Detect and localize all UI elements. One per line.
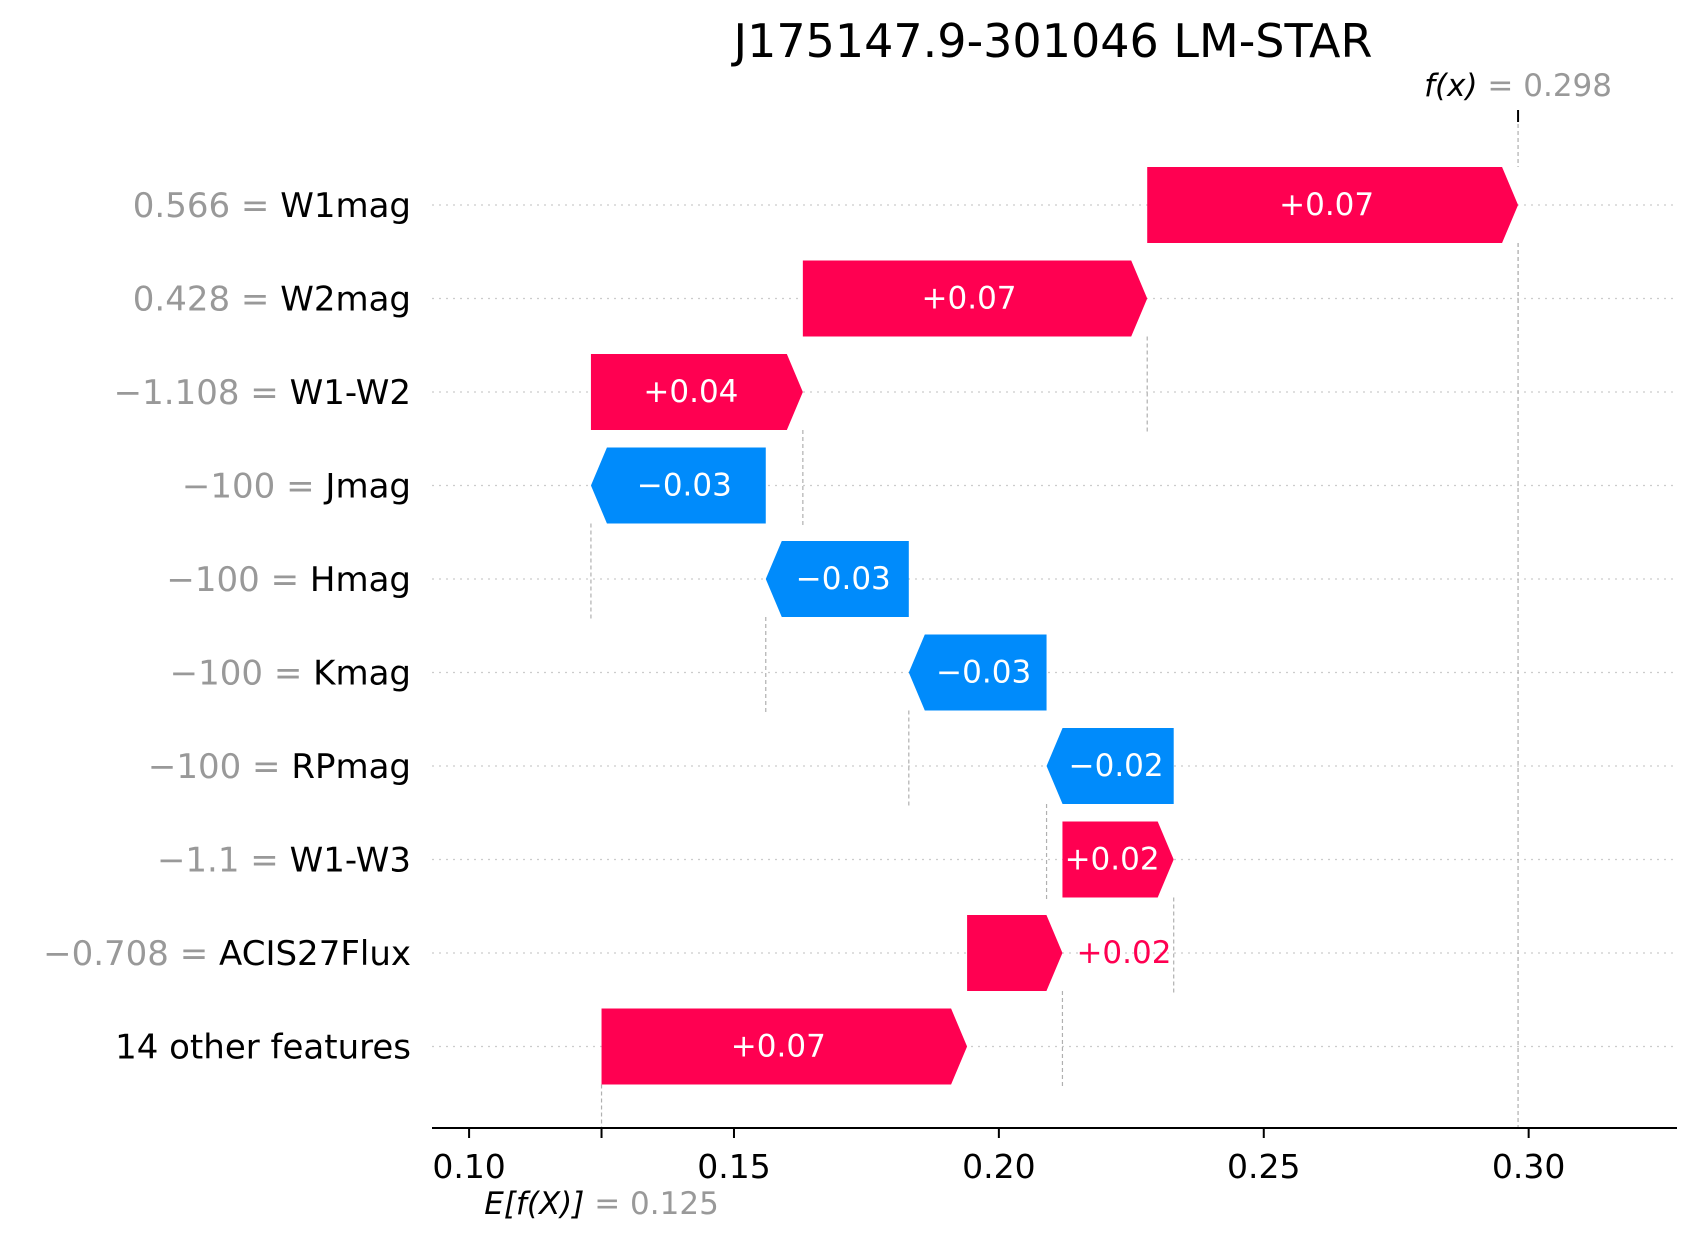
feature-value: −0.708 =: [43, 934, 219, 974]
annotation-layer: E[f(X)] = 0.125 f(x) = 0.298: [484, 68, 1612, 1222]
waterfall-bar: [765, 541, 909, 617]
feature-label: −100 = RPmag: [148, 747, 411, 787]
feature-name: W2mag: [280, 280, 411, 320]
waterfall-bar: [1046, 728, 1174, 804]
feature-label: −0.708 = ACIS27Flux: [43, 934, 411, 974]
feature-value: −100 =: [182, 467, 326, 507]
bar-value-label: +0.02: [1076, 935, 1171, 971]
feature-value: −100 =: [166, 560, 310, 600]
output-value-prefix: f(x): [1424, 68, 1487, 104]
feature-name: W1-W3: [290, 841, 411, 881]
output-value-annotation: f(x) = 0.298: [1424, 68, 1612, 104]
waterfall-bar: [1147, 167, 1519, 243]
feature-label: −1.1 = W1-W3: [157, 841, 411, 881]
feature-label: −100 = Hmag: [166, 560, 411, 600]
bar-value-label: +0.07: [1279, 187, 1374, 223]
bar-value-label: +0.04: [643, 374, 738, 410]
feature-value: −100 =: [148, 747, 292, 787]
base-value-text: = 0.125: [594, 1186, 719, 1222]
connector-layer: [590, 110, 1520, 1128]
feature-name: W1-W2: [290, 373, 411, 413]
feature-name: Hmag: [310, 560, 411, 600]
x-tick-label: 0.25: [1227, 1147, 1300, 1186]
feature-name: ACIS27Flux: [219, 934, 411, 974]
base-value-prefix: E[f(X)]: [484, 1186, 594, 1222]
waterfall-bar: [590, 354, 803, 430]
feature-value: −100 =: [170, 654, 314, 694]
bar-value-label: −0.03: [936, 655, 1031, 691]
chart-title: J175147.9-301046 LM-STAR: [731, 14, 1373, 68]
waterfall-bar: [1062, 821, 1174, 898]
feature-label: 14 other features: [115, 1028, 411, 1068]
x-tick-label: 0.15: [697, 1147, 770, 1186]
feature-value: 0.566 =: [133, 186, 280, 226]
feature-value: 0.428 =: [133, 280, 280, 320]
bar-value-label: −0.03: [637, 468, 732, 504]
waterfall-bar: [802, 260, 1148, 337]
waterfall-bar: [601, 1008, 968, 1085]
label-layer: +0.07 0.566 = W1mag +0.07 0.428 = W2mag +0.0…: [43, 186, 1374, 1068]
bar-value-label: −0.03: [796, 561, 891, 597]
bar-value-label: −0.02: [1069, 748, 1164, 784]
feature-label: −1.108 = W1-W2: [114, 373, 411, 413]
feature-value: −1.108 =: [114, 373, 290, 413]
x-tick-label: 0.10: [432, 1147, 505, 1186]
feature-value: −1.1 =: [157, 841, 290, 881]
bar-value-label: +0.07: [731, 1029, 826, 1065]
feature-name: Jmag: [323, 467, 411, 507]
x-axis: 0.10 0.15 0.20 0.25 0.30: [432, 1127, 1677, 1186]
feature-label: 0.428 = W2mag: [133, 280, 411, 320]
feature-name: W1mag: [280, 186, 411, 226]
bar-value-label: +0.02: [1065, 842, 1160, 878]
feature-label: 0.566 = W1mag: [133, 186, 411, 226]
waterfall-bar: [590, 447, 766, 524]
feature-name: RPmag: [291, 747, 411, 787]
bar-layer: [590, 167, 1519, 1085]
feature-label: −100 = Kmag: [170, 654, 411, 694]
base-value-annotation: E[f(X)] = 0.125: [484, 1186, 719, 1222]
feature-name: Kmag: [313, 654, 411, 694]
output-value-text: = 0.298: [1487, 68, 1612, 104]
x-tick-label: 0.30: [1492, 1147, 1565, 1186]
waterfall-bar: [967, 915, 1063, 991]
waterfall-bar: [908, 634, 1047, 711]
feature-name: 14 other features: [115, 1028, 411, 1068]
bar-value-label: +0.07: [922, 281, 1017, 317]
feature-label: −100 = Jmag: [182, 467, 411, 507]
x-tick-label: 0.20: [962, 1147, 1035, 1186]
